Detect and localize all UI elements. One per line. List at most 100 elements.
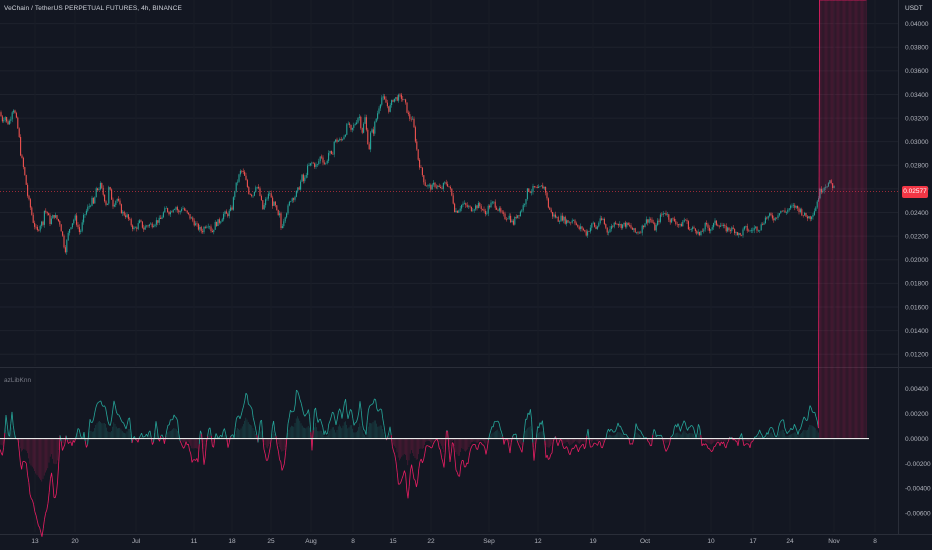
oscillator-line-segment [654,431,657,437]
oscillator-line-segment [500,428,502,433]
oscillator-line-segment [106,414,109,422]
candle-body [594,222,596,227]
candle-body [760,224,762,231]
candle-body [610,226,612,230]
candle-body [346,124,348,135]
candle-body [468,206,470,207]
oscillator-line-segment [0,449,2,454]
time-tick-label: Nov [828,538,840,545]
oscillator-line-segment [759,429,762,434]
oscillator-line-segment [282,463,285,468]
candle-body [365,117,367,130]
candle-body [784,210,786,213]
candle-body [484,210,486,215]
candle-body [363,123,365,133]
oscillator-line-segment [594,442,597,445]
candle-body [643,225,645,228]
candle-body [673,218,675,222]
oscillator-line-segment [536,426,538,438]
oscillator-line-segment [492,421,495,428]
symbol-title[interactable]: VeChain / TetherUS PERPETUAL FUTURES, 4h… [4,5,182,12]
oscillator-line-segment [339,408,342,412]
oscillator-line-segment [215,433,218,437]
candle-body [344,134,346,137]
axis-unit-label[interactable]: USDT [905,5,923,12]
oscillator-line-segment [377,410,380,412]
candle-body [70,227,72,230]
candle-body [721,225,723,227]
candle-body [764,217,766,224]
candle-body [578,226,580,230]
candle-body [526,188,528,200]
candle-body [728,227,730,231]
oscillator-line-segment [68,441,70,444]
candle-body [241,170,243,172]
candle-body [150,223,152,225]
oscillator-line-segment [779,420,782,423]
oscillator-line-segment [626,434,628,438]
candle-body [603,219,605,225]
candle-body [108,187,110,204]
oscillator-line-segment [497,420,500,424]
candles-layer [0,92,835,255]
oscillator-line-segment [324,430,327,435]
candle-body [237,181,239,183]
candle-body [577,224,579,227]
oscillator-line-segment [666,446,669,450]
candle-body [687,221,689,230]
candle-body [336,139,338,142]
candle-body [140,220,142,222]
candle-body [3,120,5,122]
oscillator-line-segment [723,441,726,447]
oscillator-line-segment [575,444,578,449]
indicator-title[interactable]: azLibKnn [4,377,32,384]
candle-body [126,214,128,218]
candle-body [686,220,688,222]
oscillator-line-segment [347,413,350,419]
oscillator-line-segment [174,416,177,419]
candle-body [490,202,492,208]
candle-body [664,213,666,214]
oscillator-line-segment [558,439,561,443]
oscillator-line-segment [168,419,171,426]
oscillator-line-segment [737,438,740,446]
candle-body [396,97,398,101]
candle-body [78,227,80,233]
candle-body [340,138,342,140]
oscillator-line-segment [129,417,132,431]
oscillator-line-segment [28,482,31,495]
oscillator-line-segment [716,441,718,444]
oscillator-line-segment [293,404,296,412]
oscillator-line-segment [802,416,805,421]
oscillator-line-segment [692,425,694,429]
candle-body [507,218,509,220]
candle-body [88,205,90,207]
candle-body [560,215,562,222]
oscillator-line-segment [749,441,752,448]
oscillator-line-segment [801,420,804,426]
oscillator-line-segment [399,482,402,485]
oscillator-line-segment [790,427,793,430]
candle-body [302,174,304,182]
candle-body [720,225,722,227]
candle-body [129,218,131,220]
oscillator-line-segment [603,440,606,444]
candle-body [175,207,177,210]
oscillator-line-segment [629,443,632,445]
oscillator-line-segment [254,422,256,429]
oscillator-line-segment [104,405,106,409]
oscillator-line-segment [462,460,465,467]
candle-body [802,215,804,216]
candle-body [157,220,159,223]
candle-body [703,229,705,232]
candle-body [281,226,283,229]
oscillator-line-segment [236,416,238,419]
candle-body [385,99,387,103]
oscillator-line-segment [76,428,79,435]
time-tick-label: 22 [427,538,435,545]
candle-body [424,182,426,186]
candle-body [486,213,488,215]
oscillator-line-segment [239,414,242,419]
price-tick-label: 0.04000 [905,21,929,28]
